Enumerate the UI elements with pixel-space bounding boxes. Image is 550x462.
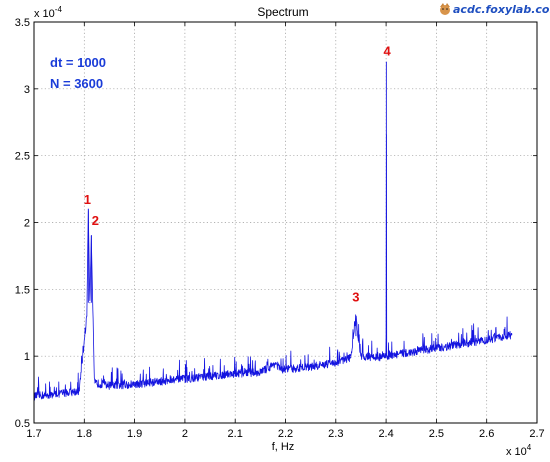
x-tick-label: 2.6 — [479, 428, 494, 440]
series-point — [184, 378, 186, 380]
series-point — [310, 366, 312, 368]
series-point — [461, 343, 463, 345]
y-exponent: -4 — [55, 5, 63, 14]
series-point — [159, 381, 161, 383]
x-tick-label: 1.7 — [26, 428, 41, 440]
series-point — [380, 357, 382, 358]
series-point — [259, 371, 261, 373]
watermark: acdc.foxylab.com — [440, 3, 550, 16]
x-axis-label: f, Hz — [272, 441, 295, 453]
x-tick-label: 2.7 — [529, 428, 544, 440]
series-point — [435, 347, 437, 349]
x-tick-label: 2.2 — [278, 428, 293, 440]
x-tick-label: 2.3 — [328, 428, 343, 440]
y-tick-label: 1.5 — [15, 284, 30, 296]
x-tick-label: 2 — [182, 428, 188, 440]
series-point — [511, 334, 513, 336]
info-dt: dt = 1000 — [50, 55, 106, 70]
x-tick-label: 2.4 — [378, 428, 393, 440]
info-n: N = 3600 — [50, 76, 103, 91]
x-tick-labels: 1.7 1.8 1.9 2 2.1 2.2 2.3 2.4 2.5 2.6 2.7 — [26, 428, 544, 440]
series-point — [350, 357, 352, 358]
series-point — [58, 393, 60, 395]
series-point — [78, 390, 80, 392]
series-point — [93, 382, 95, 384]
y-tick-label: 1 — [24, 351, 30, 363]
series-line — [33, 134, 513, 401]
series-point — [410, 351, 412, 353]
x-exponent: 4 — [527, 443, 532, 452]
y-tick-label: 3 — [24, 84, 30, 96]
chart-title: Spectrum — [257, 5, 308, 19]
series-point — [352, 335, 354, 337]
peak-annotations: 12 3 4 — [84, 43, 392, 304]
series-point — [209, 375, 211, 377]
series-point — [234, 373, 236, 375]
x-multiplier: x 104 — [506, 443, 532, 458]
y-tick-label: 2 — [24, 218, 30, 230]
plot-frame — [33, 21, 538, 424]
series-group — [33, 61, 513, 401]
peak-label-2: 2 — [92, 213, 99, 228]
series-point — [274, 362, 276, 364]
series-point — [89, 302, 91, 304]
x-tick-label: 2.5 — [429, 428, 444, 440]
series-point — [134, 383, 136, 385]
y-tick-labels: 0.5 1 1.5 2 2.5 3 3.5 — [15, 17, 30, 430]
x-tick-label: 2.1 — [228, 428, 243, 440]
y-multiplier: x 10-4 — [34, 5, 62, 20]
series-point — [108, 385, 110, 387]
series-point — [269, 366, 271, 368]
series-point — [486, 339, 488, 341]
series-point — [86, 315, 88, 317]
series-point — [285, 369, 286, 371]
series-point — [360, 355, 362, 357]
peak-label-4: 4 — [383, 43, 391, 58]
y-tick-label: 0.5 — [15, 418, 30, 430]
x-tick-label: 1.8 — [77, 428, 92, 440]
grid-lines — [33, 21, 538, 424]
series-point — [335, 362, 337, 364]
peak-label-1: 1 — [84, 192, 91, 207]
peak-label-3: 3 — [352, 289, 359, 304]
y-tick-label: 2.5 — [15, 151, 30, 163]
x-tick-label: 1.9 — [127, 428, 142, 440]
watermark-text: acdc.foxylab.com — [453, 3, 550, 16]
series-point — [357, 339, 359, 341]
y-tick-label: 3.5 — [15, 17, 30, 29]
series-point — [279, 369, 281, 371]
fox-icon — [440, 3, 450, 15]
